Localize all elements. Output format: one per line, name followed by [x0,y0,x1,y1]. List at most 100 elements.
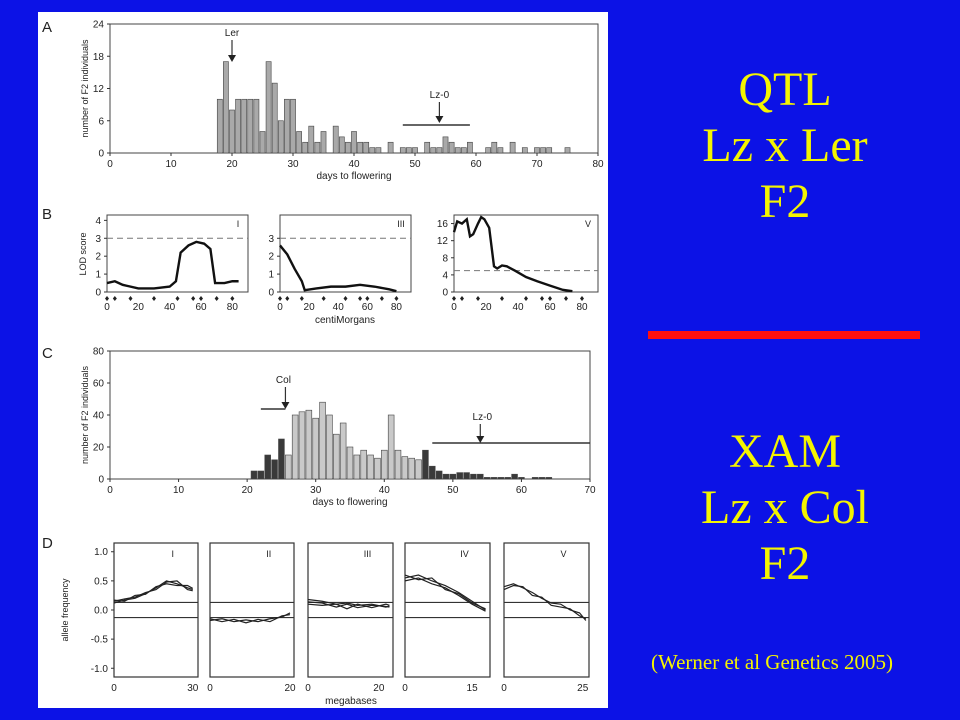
lz-label-c: Lz-0 [473,412,493,423]
lod-ytick-label: 0 [95,288,101,299]
panelC-bar [456,472,463,480]
allele-xtick-label: 0 [111,683,117,694]
panelA-bar [253,98,260,154]
citation: (Werner et al Genetics 2005) [650,650,894,674]
ler-arrow-head [228,55,236,62]
panelA-xtick-label: 80 [592,159,604,170]
lod-ytick-label: 2 [268,252,274,263]
lod-frame-I [106,214,249,293]
panelC-bar [339,422,347,480]
xam-line-3: F2 [759,537,811,590]
lod-xtick-label: 80 [391,302,403,313]
panelC-bar [298,411,306,480]
genetic-marker [452,296,456,301]
allele-xtick-label: 0 [501,683,507,694]
panelC-bar [415,459,422,480]
genetic-marker [379,296,384,301]
panel-letter-A: A [42,19,52,36]
lod-xtick-label: 0 [277,302,283,313]
panelA-bar [460,147,467,154]
panelC-bar [497,477,505,480]
genetic-marker [278,296,282,301]
genetic-marker [152,296,156,301]
panelC-xtick-label: 40 [379,485,391,496]
genetic-marker [564,296,568,301]
panelC-ytick-label: 20 [93,443,105,454]
panelC-bar [346,446,354,480]
lod-chromosome-label-I: I [237,219,240,229]
panelC-bar [326,414,333,480]
genetic-marker [105,296,109,301]
panelA-bar [491,141,498,154]
panelC-bar [531,477,539,480]
panelA-bar [265,61,272,154]
qtl-line-2: Lz x Ler [702,119,868,172]
lod-frame-III [279,214,412,293]
lod-xtick-label: 80 [227,302,239,313]
panelA-bar [296,131,302,154]
allele-chromosome-label-V: V [560,549,566,559]
lod-xtick-label: 0 [451,302,457,313]
col-label: Col [276,375,291,386]
allele-ytick-label: -0.5 [91,635,109,646]
panelA-ytick-label: 12 [93,84,105,95]
panelC-bar [271,459,278,480]
allele-curve-IV [404,574,486,610]
panelA-ytick-label: 6 [98,116,104,127]
col-arrow-head [281,402,290,409]
panelA-ytick-label: 0 [98,149,104,160]
panelA-xlabel: days to flowering [316,171,391,182]
panelA-bar [320,131,327,154]
lod-xtick-label: 40 [333,302,345,313]
panelC-bar [387,414,395,480]
panelC-bar [518,477,525,480]
allele-curve-I [113,580,193,602]
panelA-xtick-label: 60 [470,159,482,170]
allele-curve-III [307,598,390,608]
panelA-bar [290,98,296,154]
panelA-bar [497,147,504,154]
genetic-marker [191,296,196,301]
panelC-ytick-label: 80 [93,347,105,358]
lod-frame-V [453,214,599,293]
panelC-xlabel: days to flowering [312,497,387,508]
lod-ytick-label: 3 [95,234,101,245]
panelA-bar [375,147,382,154]
allele-xtick-label: 20 [284,683,296,694]
panelC-bar [278,438,285,480]
panelA-bar [302,141,309,154]
allele-curve-I [113,583,194,602]
panelA-bar [308,125,315,154]
panelC-bar [463,472,470,480]
panelA-bar [351,131,357,154]
lod-xtick-label: 80 [576,302,588,313]
genetic-marker [199,296,203,301]
panelC-bar [367,454,374,480]
genetics-figure: A B C D 0 6 12 18 24 0 10 20 30 40 50 60 70 80 days to flo… [38,12,608,708]
genetic-marker [365,296,370,301]
allele-chromosome-label-I: I [172,549,175,559]
genetic-marker [214,296,219,301]
qtl-heading: QTL Lz x Ler F2 [640,62,930,230]
lod-xtick-label: 0 [104,302,110,313]
panelC-xtick-label: 10 [173,485,185,496]
panelC-bar [381,449,388,480]
genetic-marker [299,296,304,301]
genetic-marker [128,296,133,301]
allele-curve-IV [404,577,486,612]
panelC-bar [394,449,402,480]
lz-label-a: Lz-0 [430,90,450,101]
ler-label: Ler [225,28,240,39]
genetic-marker [394,296,399,301]
qtl-line-1: QTL [738,63,832,116]
panelC-bar [319,401,326,480]
panelC-xtick-label: 0 [107,485,113,496]
panelC-xtick-label: 60 [516,485,528,496]
lod-ylabel: LOD score [78,232,88,275]
panelA-bar [277,120,284,154]
xam-line-1: XAM [728,425,841,478]
panelC-xtick-label: 50 [447,485,459,496]
lod-chromosome-label-III: III [397,219,405,229]
xam-line-2: Lz x Col [701,481,869,534]
panelA-bar [430,147,437,154]
